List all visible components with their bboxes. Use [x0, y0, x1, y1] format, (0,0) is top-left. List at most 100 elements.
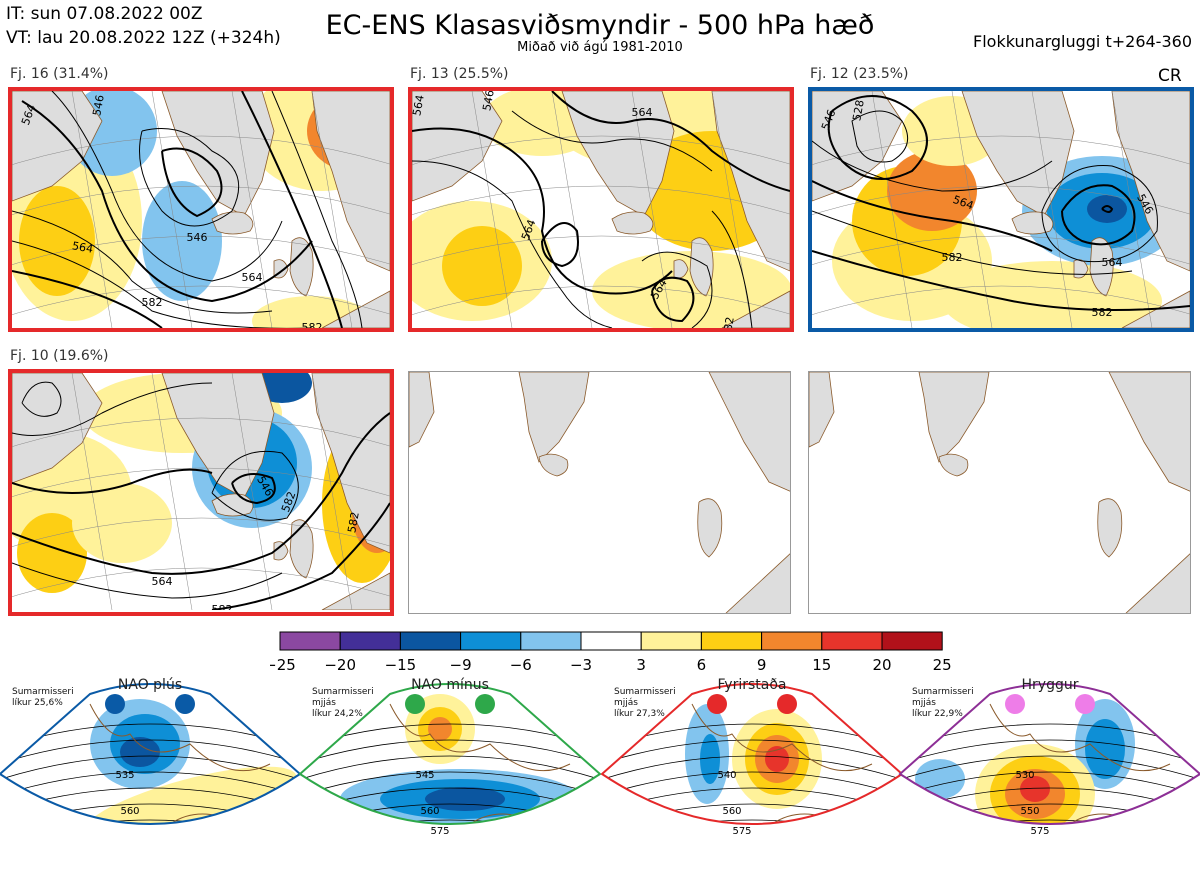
height-contour [1101, 205, 1114, 213]
height-contour [300, 755, 600, 787]
height-contour [551, 91, 790, 192]
height-contour [0, 739, 300, 771]
height-contour [880, 836, 1200, 866]
contour-label: 582 [302, 321, 323, 328]
height-contour [12, 270, 163, 328]
land-scandinavia [708, 372, 790, 492]
land-british-isles [1097, 498, 1123, 558]
latitude-line [412, 235, 790, 265]
page-subtitle: Miðað við ágú 1981-2010 [517, 40, 683, 55]
colorbar-tick: −6 [510, 656, 532, 674]
height-contour [271, 91, 363, 328]
latitude-line [12, 235, 390, 265]
height-contour [12, 240, 312, 328]
regime-note: líkur 25,6% [12, 698, 63, 708]
height-contour [641, 251, 713, 328]
anomaly-area [442, 226, 522, 306]
regime-dot [405, 694, 425, 714]
height-contour [602, 739, 902, 771]
land-british-isles [689, 237, 714, 297]
regime-border [0, 683, 302, 825]
height-contour [12, 382, 213, 436]
regime-map [880, 684, 1200, 866]
coastline [691, 703, 873, 772]
land-greenland [918, 372, 990, 463]
height-contour [21, 100, 313, 303]
longitude-line [231, 373, 273, 610]
land-iceland [1011, 211, 1054, 235]
regime-note: Sumarmisseri [312, 687, 374, 697]
height-contour [900, 739, 1200, 771]
latitude-line [12, 467, 390, 497]
map-background [409, 372, 790, 613]
land-iceland [611, 211, 654, 235]
land-canada [12, 91, 103, 202]
height-contour [900, 755, 1200, 787]
colorbar-swatch [460, 631, 522, 651]
land-british-isles [289, 237, 314, 297]
land-canada [412, 91, 503, 202]
contour-label: 564 [632, 106, 653, 119]
cluster-label-3: Fj. 12 (23.5%) [810, 66, 909, 82]
height-contour [651, 276, 695, 323]
cluster-map-4: 546 582 582 564 582 [8, 369, 394, 616]
land-canada [12, 373, 103, 484]
height-contour [541, 222, 579, 268]
anomaly-area [17, 513, 87, 593]
contour-label: 546 [480, 91, 496, 112]
land-europe [721, 290, 790, 328]
colorbar-swatch [339, 631, 401, 651]
contour-label: 560 [120, 806, 139, 817]
contour-label: 564 [1102, 256, 1123, 269]
cluster-label-2: Fj. 13 (25.5%) [410, 66, 509, 82]
anomaly-area [428, 717, 452, 741]
contour-label: 560 [420, 806, 439, 817]
longitude-line [151, 91, 193, 328]
latitude-line [12, 285, 390, 315]
regime-dot [475, 694, 495, 714]
latitude-line [12, 135, 390, 165]
longitude-line [311, 373, 353, 610]
latitude-line [12, 417, 390, 447]
colorbar-tick: 25 [933, 656, 952, 674]
contour-label: 530 [1015, 770, 1034, 781]
anomaly-area [765, 746, 789, 772]
height-contour [211, 450, 299, 521]
regime-dot [175, 694, 195, 714]
regime-note: mjjás [912, 698, 936, 708]
colorbar: −25 −20 −15 −9 −6 −3 3 6 9 15 20 25 [270, 631, 952, 674]
cluster-map-2: 564 546 564 564 564 582 [408, 87, 794, 332]
map-background [809, 372, 1190, 613]
land-british-isles [697, 498, 723, 558]
contour-label: 575 [732, 826, 751, 837]
height-contour [12, 210, 273, 314]
anomaly-area [1087, 195, 1127, 223]
colorbar-swatch [399, 631, 462, 651]
cluster-map-1: 564 546 546 564 582 582 564 [8, 87, 394, 332]
contour-label: 582 [942, 251, 963, 264]
initial-time: IT: sun 07.08.2022 00Z [6, 4, 203, 24]
contour-label: 546 [187, 231, 208, 244]
coastline [989, 703, 1171, 772]
longitude-line [631, 91, 673, 328]
colorbar-tick: 20 [872, 656, 891, 674]
contour-label: 575 [1030, 826, 1049, 837]
contour-label: 582 [720, 316, 736, 328]
regime-border [600, 683, 904, 825]
longitude-line [1031, 91, 1073, 328]
regime-note: líkur 24,2% [312, 709, 363, 719]
height-contour [0, 819, 300, 824]
height-contour [51, 91, 283, 282]
land-scandinavia [1111, 91, 1190, 272]
cluster-label-1: Fj. 16 (31.4%) [10, 66, 109, 82]
contour-label: 564 [71, 239, 94, 255]
land-ireland [1073, 259, 1089, 279]
regime-title: Fyrirstaða [718, 677, 787, 693]
classification-window: Flokkunargluggi t+264-360 [973, 32, 1192, 51]
contour-label: 582 [345, 511, 361, 534]
regime-dot [777, 694, 797, 714]
anomaly-area [1012, 850, 1048, 862]
contour-label: 550 [1020, 806, 1039, 817]
